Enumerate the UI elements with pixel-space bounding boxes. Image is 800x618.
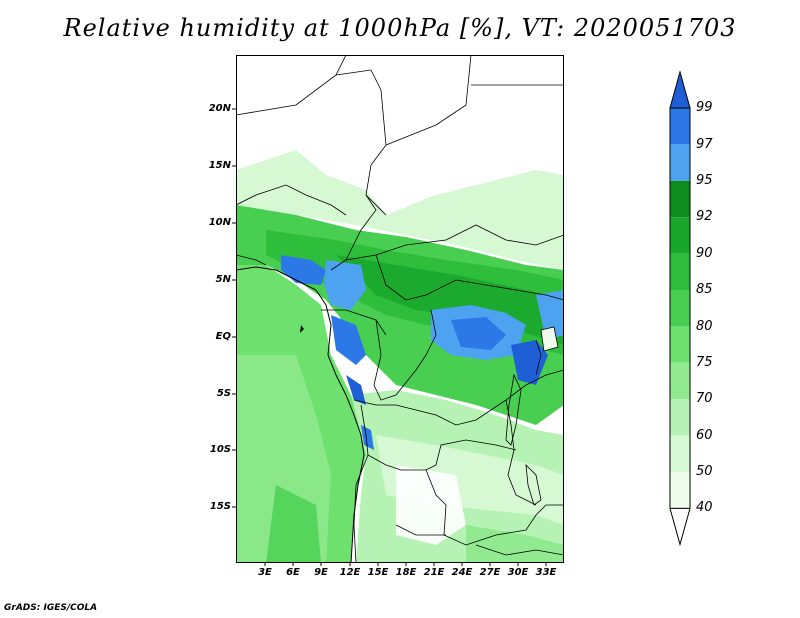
colorbar-segment xyxy=(670,435,690,472)
colorbar-label: 75 xyxy=(696,355,713,370)
colorbar-segment xyxy=(670,326,690,363)
colorbar-label: 70 xyxy=(696,391,713,406)
colorbar-label: 95 xyxy=(696,173,713,188)
lon-label: 6E xyxy=(286,567,300,578)
lat-label: 5S xyxy=(216,388,231,399)
colorbar-label: 80 xyxy=(696,319,713,334)
humidity-map xyxy=(236,55,564,563)
lake-victoria xyxy=(540,326,559,352)
colorbar-top-triangle xyxy=(669,70,691,109)
colorbar-segment xyxy=(670,290,690,327)
colorbar-segment xyxy=(670,180,690,218)
lake-tanganyika xyxy=(505,373,522,446)
colorbar-label: 92 xyxy=(696,209,713,224)
colorbar-label: 85 xyxy=(696,282,713,297)
colorbar-segment xyxy=(670,399,690,436)
colorbar-segment xyxy=(670,472,690,509)
lon-label: 12E xyxy=(339,567,361,578)
lat-label: 15S xyxy=(209,501,231,512)
colorbar-segment xyxy=(670,144,690,181)
colorbar-label: 99 xyxy=(696,100,713,115)
lon-label: 30E xyxy=(507,567,529,578)
colorbar-label: 40 xyxy=(696,500,713,515)
colorbar-label: 60 xyxy=(696,428,713,443)
colorbar xyxy=(669,70,691,547)
colorbar-segment xyxy=(670,253,690,290)
lat-label: 10N xyxy=(208,217,231,228)
lat-label: EQ xyxy=(215,331,231,342)
lat-label: 20N xyxy=(208,103,231,114)
map-title: Relative humidity at 1000hPa [%], VT: 20… xyxy=(63,14,737,42)
lon-ticks xyxy=(264,562,547,566)
lat-label: 10S xyxy=(209,444,231,455)
colorbar-segment xyxy=(670,108,690,145)
lon-label: 27E xyxy=(479,567,501,578)
northern-band xyxy=(236,150,564,270)
lon-label: 15E xyxy=(367,567,389,578)
saturated-patch-west xyxy=(281,255,326,285)
colorbar-bottom-triangle xyxy=(669,507,691,547)
lon-label: 3E xyxy=(258,567,272,578)
colorbar-segment xyxy=(670,217,690,254)
lake-malawi xyxy=(525,463,542,506)
lat-label: 5N xyxy=(215,274,231,285)
lat-label: 15N xyxy=(208,160,231,171)
colorbar-label: 50 xyxy=(696,464,713,479)
lon-label: 33E xyxy=(535,567,557,578)
lon-label: 18E xyxy=(395,567,417,578)
colorbar-label: 90 xyxy=(696,246,713,261)
colorbar-segment xyxy=(670,362,690,400)
credit-text: GrADS: IGES/COLA xyxy=(4,603,98,613)
lon-label: 24E xyxy=(451,567,473,578)
map-frame xyxy=(236,55,564,563)
colorbar-label: 97 xyxy=(696,137,713,152)
lat-ticks xyxy=(232,108,236,508)
lon-label: 21E xyxy=(423,567,445,578)
island xyxy=(300,325,304,333)
lon-label: 9E xyxy=(314,567,328,578)
coastline xyxy=(236,266,365,563)
